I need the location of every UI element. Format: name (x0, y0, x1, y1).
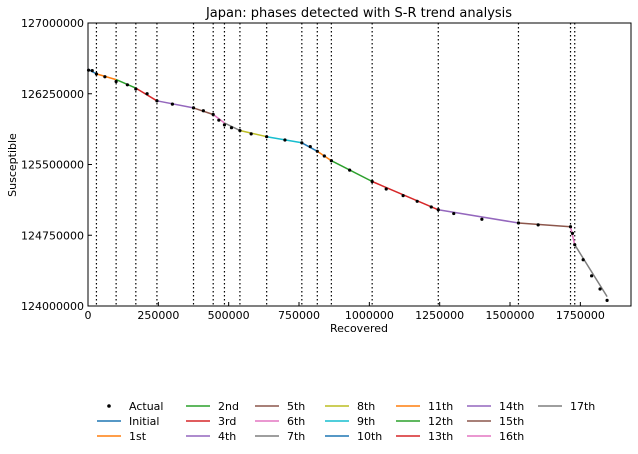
actual-point (348, 168, 352, 172)
actual-point (155, 99, 159, 103)
actual-point (238, 128, 242, 133)
legend-label: 17th (570, 400, 595, 413)
series-line-13th (371, 180, 439, 211)
actual-point (201, 109, 205, 113)
legend-label: 4th (218, 430, 236, 443)
actual-point (401, 194, 405, 198)
legend-label: 9th (357, 415, 375, 428)
actual-point (103, 75, 107, 79)
x-axis-title: Recovered (330, 322, 388, 335)
actual-point (322, 154, 326, 158)
legend-label: 3rd (218, 415, 236, 428)
legend-label: 8th (357, 400, 375, 413)
actual-point (86, 68, 91, 72)
actual-point (384, 187, 388, 191)
legend-label: 14th (499, 400, 524, 413)
actual-point (573, 243, 577, 247)
series-line-12th (331, 160, 373, 183)
actual-point (581, 258, 585, 262)
legend-label: 12th (428, 415, 453, 428)
actual-point (114, 79, 118, 84)
actual-point (590, 274, 594, 278)
actual-point (415, 199, 419, 203)
legend-label: 13th (428, 430, 453, 443)
legend-label: Initial (129, 415, 159, 428)
actual-point (94, 72, 99, 76)
actual-point (145, 92, 149, 96)
actual-point (315, 149, 319, 153)
legend-label: Actual (129, 400, 163, 413)
series-line-16th (569, 226, 576, 245)
y-tick-label: 124000000 (21, 300, 84, 313)
actual-point (125, 83, 129, 87)
x-tick-label: 250000 (137, 309, 179, 322)
actual-point (134, 87, 138, 91)
x-tick-label: 1250000 (415, 309, 464, 322)
actual-point (570, 231, 575, 235)
x-tick-label: 750000 (278, 309, 320, 322)
legend-label: 2nd (218, 400, 239, 413)
actual-point (329, 159, 333, 163)
actual-point (229, 126, 234, 130)
legend-label: 10th (357, 430, 382, 443)
actual-point (598, 287, 602, 291)
actual-point (480, 217, 484, 221)
y-tick-label: 126250000 (21, 88, 84, 101)
x-tick-label: 1500000 (486, 309, 535, 322)
actual-point (605, 298, 609, 302)
actual-point (516, 221, 521, 225)
legend: Actual Initial 1st 2nd 3rd 4th 5th 6th 7th 8th 9th… (97, 400, 595, 443)
x-tick-label: 1000000 (345, 309, 394, 322)
actual-point (170, 102, 175, 106)
legend-label: 1st (129, 430, 147, 443)
legend-label: 5th (287, 400, 305, 413)
series-line-17th (574, 244, 608, 297)
y-tick-label: 124750000 (21, 229, 84, 242)
actual-point (536, 223, 540, 227)
series-line-8th (239, 129, 267, 138)
legend-label: 16th (499, 430, 524, 443)
legend-marker-actual (107, 404, 111, 408)
y-axis-title: Susceptible (6, 133, 19, 197)
legend-label: 11th (428, 400, 453, 413)
series-line-4th (156, 100, 194, 109)
actual-point (429, 205, 433, 209)
actual-point (308, 144, 312, 149)
legend-label: 6th (287, 415, 305, 428)
actual-point (300, 141, 304, 145)
chart-title: Japan: phases detected with S-R trend an… (205, 6, 512, 21)
legend-label: 15th (499, 415, 524, 428)
actual-point (452, 211, 456, 216)
actual-point (370, 179, 374, 184)
series-line-2nd (115, 78, 137, 89)
actual-point (436, 208, 440, 212)
x-tick-label: 500000 (208, 309, 250, 322)
legend-label: 7th (287, 430, 305, 443)
actual-point (217, 118, 221, 122)
actual-point (90, 69, 94, 73)
series-line-14th (438, 209, 519, 224)
actual-point (568, 225, 573, 229)
actual-point (211, 112, 215, 117)
x-tick-label: 0 (85, 309, 92, 322)
y-tick-label: 125500000 (21, 159, 84, 172)
series-line-15th (518, 222, 571, 228)
actual-point (265, 135, 269, 139)
actual-point (191, 106, 196, 110)
x-tick-label: 1750000 (556, 309, 605, 322)
plot-frame (87, 22, 632, 307)
y-tick-label: 127000000 (21, 17, 84, 30)
actual-point (283, 138, 287, 142)
actual-point (249, 132, 253, 136)
actual-point (222, 123, 227, 127)
